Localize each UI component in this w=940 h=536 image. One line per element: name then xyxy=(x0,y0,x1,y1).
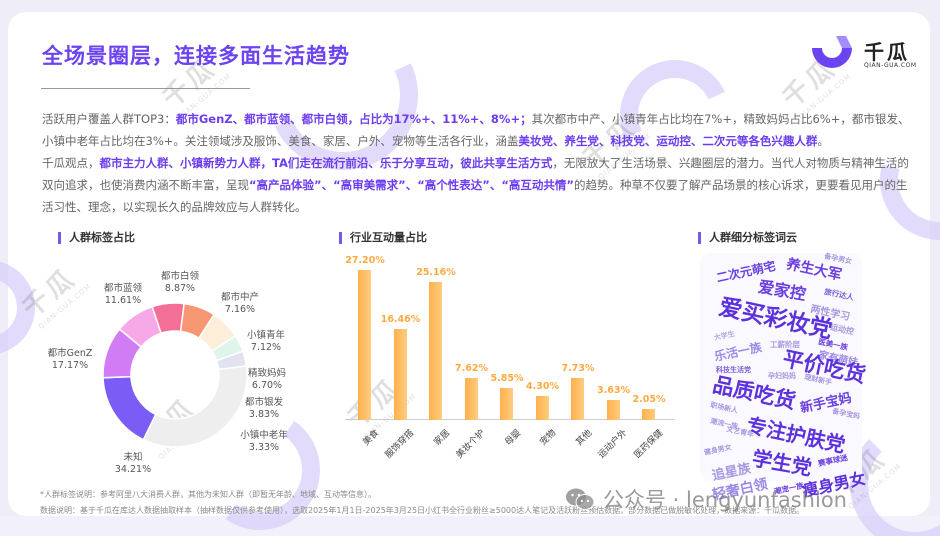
bar xyxy=(500,387,513,420)
donut-label: 小镇青年 7.12% xyxy=(246,330,285,353)
cloud-section-title: 人群细分标签词云 xyxy=(698,232,797,244)
data-source-footnote: 数据说明：基于千瓜在库达人数据抽取样本（抽样数据仅供参考使用），选取2025年1… xyxy=(40,506,805,515)
donut-label: 小镇中老年 3.33% xyxy=(240,430,288,453)
cloud-word: 乐活一族 xyxy=(713,340,763,364)
cloud-word: 健身男女 xyxy=(703,443,733,457)
wechat-account-label: 公众号 · lengyunfashion xyxy=(603,488,847,512)
donut-slice xyxy=(142,365,248,448)
category-label: 母婴 xyxy=(503,428,524,448)
bar xyxy=(358,270,371,420)
category-label: 宠物 xyxy=(538,428,559,448)
cloud-word: 职场新人 xyxy=(709,401,739,415)
bar-value-label: 5.85% xyxy=(490,372,524,384)
body-text: ，无限放大了生活场景、兴趣圈层的潜力。当代人对物质与精神生活的双向追求，也使消费… xyxy=(42,156,909,192)
bar-value-label: 3.63% xyxy=(597,385,630,397)
word-cloud: 二次元萌宅 养生大军 备孕男女 爱家控 旅行达人 爱买彩妆党 两性学习 大学生 运动控 乐活一族工… xyxy=(700,252,868,504)
category-label: 家居 xyxy=(432,428,453,448)
cloud-word: 医美一族 xyxy=(817,336,849,353)
bar xyxy=(606,400,620,420)
page-title: 全场景圈层，连接多面生活趋势 xyxy=(42,44,350,68)
bar-value-label: 27.20% xyxy=(345,255,385,267)
cloud-word: 爱家控 xyxy=(756,276,808,305)
brand-logo: 千瓜 QIAN-GUA.COM xyxy=(808,34,928,74)
donut-label: 都市白领 8.87% xyxy=(160,271,199,294)
category-label: 美妆个护 xyxy=(455,428,488,461)
body-text: 活跃用户覆盖人群TOP3： xyxy=(42,112,176,126)
donut-label: 都市蓝领 11.61% xyxy=(103,283,142,306)
bar-value-label: 4.30% xyxy=(526,381,559,393)
bar-value-label: 7.73% xyxy=(561,362,595,374)
bar-value-label: 7.62% xyxy=(455,363,488,375)
summary-paragraph: 活跃用户覆盖人群TOP3：都市GenZ、都市蓝领、都市白领，占比为17%+、11… xyxy=(42,108,912,152)
body-text: 千瓜观点， xyxy=(42,156,100,170)
category-label: 医药保健 xyxy=(632,428,666,461)
cloud-word: 赛事球迷 xyxy=(817,452,849,469)
bar-section-title: 行业互动量占比 xyxy=(339,232,427,244)
title-underline xyxy=(41,88,250,89)
bar xyxy=(464,378,478,420)
wechat-icon xyxy=(566,488,595,510)
category-label: 美食 xyxy=(361,428,382,448)
highlight-text: 美妆党、养生党、科技党、运动控、二次元等各色兴趣人群 xyxy=(518,134,818,148)
logo-mark-icon xyxy=(812,36,852,68)
bar-value-label: 25.16% xyxy=(416,266,456,278)
donut-section-title: 人群标签占比 xyxy=(58,232,135,244)
donut-label: 未知 34.21% xyxy=(114,452,152,475)
body-text: 的趋势。种草不仅要了解产品场景的核心诉求，更要看见用户的生活习性、理念，以实现长… xyxy=(42,178,908,214)
wechat-watermark: 公众号 · lengyunfashion xyxy=(565,484,847,514)
donut-label: 精致妈妈 6.70% xyxy=(247,368,286,391)
category-label: 其他 xyxy=(574,428,595,448)
donut-label: 都市银发 3.83% xyxy=(244,397,283,420)
insight-paragraph: 千瓜观点，都市主力人群、小镇新势力人群，TA们走在流行前沿、乐于分享互动，彼此共… xyxy=(42,152,912,218)
bar xyxy=(571,377,584,420)
donut-label: 都市中产 7.16% xyxy=(220,292,259,315)
category-label: 运动户外 xyxy=(597,428,630,461)
cloud-word: 工薪阶层 xyxy=(770,340,800,349)
cloud-word: 旅行达人 xyxy=(823,286,855,303)
cloud-word: 孕妇妈妈 xyxy=(768,372,796,380)
category-label: 服饰穿搭 xyxy=(384,428,417,461)
cloud-word: 备孕宝妈 xyxy=(831,407,861,421)
bar xyxy=(393,329,407,420)
cloud-word: 运动控 xyxy=(829,322,855,337)
bar-value-label: 16.46% xyxy=(380,314,421,326)
cloud-word: 大学生 xyxy=(713,329,736,343)
bar xyxy=(535,396,549,420)
bar xyxy=(642,408,655,420)
highlight-text: “高产品体验”、“高审美需求”、“高个性表达”、“高互动共情” xyxy=(249,178,574,192)
logo-text: 千瓜 xyxy=(864,40,910,64)
audience-donut-chart xyxy=(102,302,248,448)
logo-domain: QIAN-GUA.COM xyxy=(864,62,917,69)
industry-bar-chart: 27.20% 美食 16.46% 服饰穿搭 25.16% 家居 7.62% 美妆个护 5.85%… xyxy=(345,255,675,490)
highlight-text: 都市GenZ、都市蓝领、都市白领，占比为17%+、11%+、8%+； xyxy=(175,112,532,126)
bar xyxy=(429,281,442,420)
cloud-word: 科技生活党 xyxy=(716,366,751,374)
bar-value-label: 2.05% xyxy=(632,393,666,405)
donut-label: 都市GenZ 17.17% xyxy=(47,348,93,371)
bottom-strip xyxy=(0,516,940,536)
body-text: 其次都市中产、小镇青年占比均在7%+，精致妈妈占比6%+，都市银发、小镇中老年占… xyxy=(42,112,910,148)
highlight-text: 都市主力人群、小镇新势力人群，TA们走在流行前沿、乐于分享互动，彼此共享生活方式 xyxy=(99,156,553,170)
audience-footnote: *人群标签说明：参考阿里八大消费人群，其他为未知人群（即暂无年龄、地域、互动等信… xyxy=(40,490,376,499)
cloud-word: 学生党 xyxy=(750,445,814,481)
body-text: 。 xyxy=(817,134,829,148)
